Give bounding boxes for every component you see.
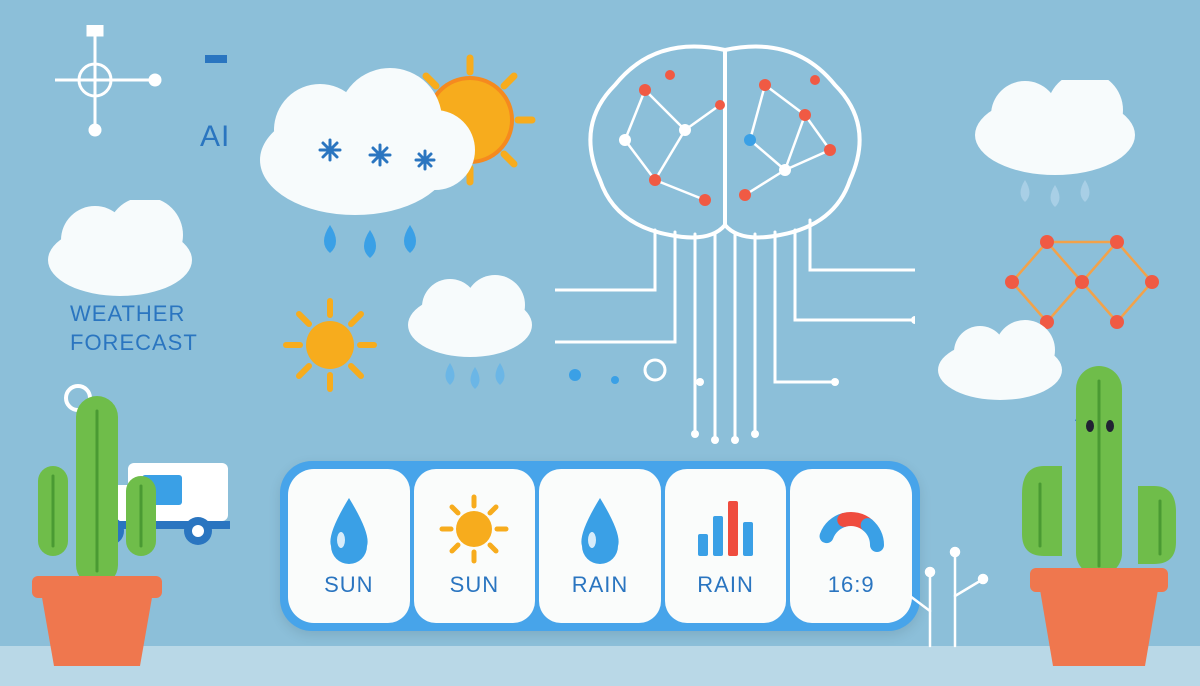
forecast-panel: SUN SUN RAIN RAIN — [280, 461, 920, 631]
card-label: 16:9 — [828, 572, 875, 598]
dash-icon — [205, 55, 235, 75]
cactus-left-icon — [10, 376, 180, 686]
forecast-card-2: RAIN — [539, 469, 661, 623]
network-glyph-icon — [55, 25, 175, 145]
cloud-rain-mid-icon — [400, 275, 550, 405]
forecast-card-3: RAIN — [665, 469, 787, 623]
forecast-card-4: 16:9 — [790, 469, 912, 623]
ai-label-top: AI — [200, 120, 230, 154]
bar-chart-icon — [690, 494, 762, 564]
sun-icon — [438, 494, 510, 564]
cloud-sun-snow-icon — [260, 50, 560, 280]
cloud-rain-right-icon — [965, 80, 1155, 220]
cloud-small-left-icon — [40, 200, 210, 300]
drop-icon — [572, 494, 628, 564]
card-label: SUN — [450, 572, 499, 598]
card-label: RAIN — [572, 572, 629, 598]
circuit-sprig-icon — [910, 536, 1010, 656]
ai-brain-icon — [555, 20, 915, 460]
gauge-icon — [813, 494, 889, 564]
card-label: SUN — [324, 572, 373, 598]
card-label: RAIN — [697, 572, 754, 598]
weather-label-line2: FORECAST — [70, 329, 198, 358]
forecast-card-0: SUN — [288, 469, 410, 623]
sun-small-icon — [275, 290, 385, 400]
forecast-card-1: SUN — [414, 469, 536, 623]
cactus-right-icon — [1000, 356, 1190, 686]
drop-icon — [321, 494, 377, 564]
weather-forecast-label: WEATHER FORECAST — [70, 300, 198, 357]
weather-label-line1: WEATHER — [70, 300, 198, 329]
